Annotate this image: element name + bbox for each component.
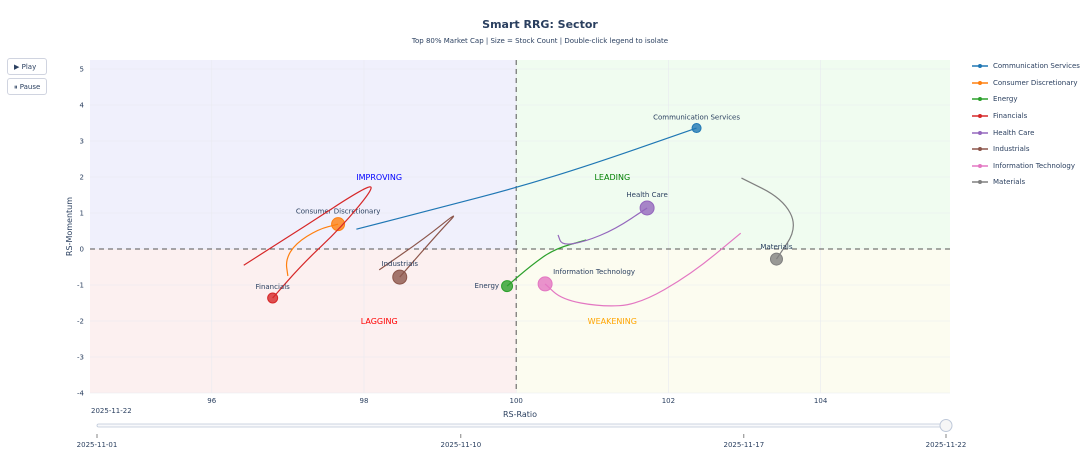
legend-label: Industrials — [993, 145, 1030, 154]
slider-tick-label: 2025-11-01 — [77, 441, 118, 449]
legend-item[interactable]: Industrials — [972, 141, 1080, 158]
legend-item[interactable]: Information Technology — [972, 158, 1080, 175]
slider-current-label: 2025-11-22 — [91, 407, 132, 415]
chart-title: Smart RRG: Sector — [482, 18, 598, 31]
point-label-health-care: Health Care — [626, 191, 667, 199]
marker-financials — [267, 292, 279, 304]
y-axis-title: RS-Momentum — [65, 197, 74, 256]
point-label-communication-services: Communication Services — [653, 114, 740, 122]
legend-item[interactable]: Communication Services — [972, 58, 1080, 75]
x-tick-label: 96 — [207, 397, 216, 405]
y-tick-label: -3 — [77, 354, 84, 362]
point-label-consumer-discretionary: Consumer Discretionary — [296, 208, 381, 216]
trail-financials — [243, 186, 372, 299]
trail-communication-services — [356, 127, 697, 230]
trail-information-technology — [544, 232, 742, 307]
x-tick-label: 104 — [814, 397, 828, 405]
trail-industrials — [378, 215, 455, 278]
marker-energy — [501, 280, 514, 293]
y-tick-label: 2 — [80, 174, 84, 182]
point-label-industrials: Industrials — [382, 260, 419, 268]
legend-item[interactable]: Health Care — [972, 124, 1080, 141]
legend-swatch-icon — [972, 64, 988, 69]
legend-label: Information Technology — [993, 161, 1075, 170]
y-tick-label: -4 — [77, 390, 85, 398]
marker-information-technology — [537, 276, 553, 292]
trail-health-care — [557, 207, 648, 245]
chart-subtitle: Top 80% Market Cap | Size = Stock Count … — [411, 37, 669, 45]
legend: Communication Services Consumer Discretio… — [972, 58, 1080, 191]
y-tick-label: 3 — [80, 138, 84, 146]
marker-consumer-discretionary — [331, 217, 346, 232]
marker-industrials — [392, 269, 408, 285]
slider-tick-label: 2025-11-17 — [724, 441, 765, 449]
point-label-financials: Financials — [255, 283, 290, 291]
pause-button[interactable]: ⏸ Pause — [7, 78, 47, 95]
y-tick-label: 4 — [80, 102, 85, 110]
quadrant-label-weakening: WEAKENING — [588, 317, 637, 326]
slider-track — [96, 423, 947, 428]
quadrant-label-improving: IMPROVING — [356, 173, 402, 182]
legend-item[interactable]: Energy — [972, 91, 1080, 108]
legend-label: Financials — [993, 112, 1028, 121]
legend-label: Materials — [993, 178, 1026, 187]
quadrant-label-lagging: LAGGING — [361, 317, 398, 326]
legend-label: Health Care — [993, 128, 1035, 137]
legend-swatch-icon — [972, 180, 988, 185]
y-tick-label: -1 — [77, 282, 84, 290]
legend-label: Communication Services — [993, 62, 1080, 71]
marker-communication-services — [691, 123, 702, 134]
point-label-materials: Materials — [760, 243, 792, 251]
legend-swatch-icon — [972, 80, 988, 85]
marker-health-care — [639, 200, 655, 216]
point-label-energy: Energy — [475, 282, 500, 290]
legend-item[interactable]: Consumer Discretionary — [972, 75, 1080, 92]
y-tick-label: 1 — [80, 210, 84, 218]
play-button[interactable]: ▶ Play — [7, 58, 47, 75]
y-tick-label: 0 — [80, 246, 84, 254]
marker-materials — [769, 252, 783, 266]
y-tick-label: 5 — [80, 66, 84, 74]
legend-swatch-icon — [972, 147, 988, 152]
point-label-information-technology: Information Technology — [553, 268, 635, 276]
slider-handle[interactable] — [939, 419, 953, 432]
legend-label: Consumer Discretionary — [993, 78, 1078, 87]
legend-swatch-icon — [972, 114, 988, 119]
quadrant-label-leading: LEADING — [594, 173, 630, 182]
x-tick-label: 100 — [510, 397, 523, 405]
slider-tick-label: 2025-11-22 — [926, 441, 967, 449]
quadrant-leading-bg — [516, 60, 950, 249]
legend-swatch-icon — [972, 97, 988, 102]
slider-tick-label: 2025-11-10 — [441, 441, 482, 449]
y-tick-label: -2 — [77, 318, 84, 326]
x-tick-label: 102 — [662, 397, 675, 405]
legend-label: Energy — [993, 95, 1018, 104]
x-tick-label: 98 — [360, 397, 369, 405]
quadrant-improving-bg — [90, 60, 517, 249]
trail-consumer-discretionary — [285, 223, 339, 277]
legend-swatch-icon — [972, 163, 988, 168]
legend-item[interactable]: Financials — [972, 108, 1080, 125]
trail-materials — [741, 177, 794, 260]
legend-item[interactable]: Materials — [972, 174, 1080, 191]
x-axis-title: RS-Ratio — [503, 410, 537, 419]
legend-swatch-icon — [972, 130, 988, 135]
